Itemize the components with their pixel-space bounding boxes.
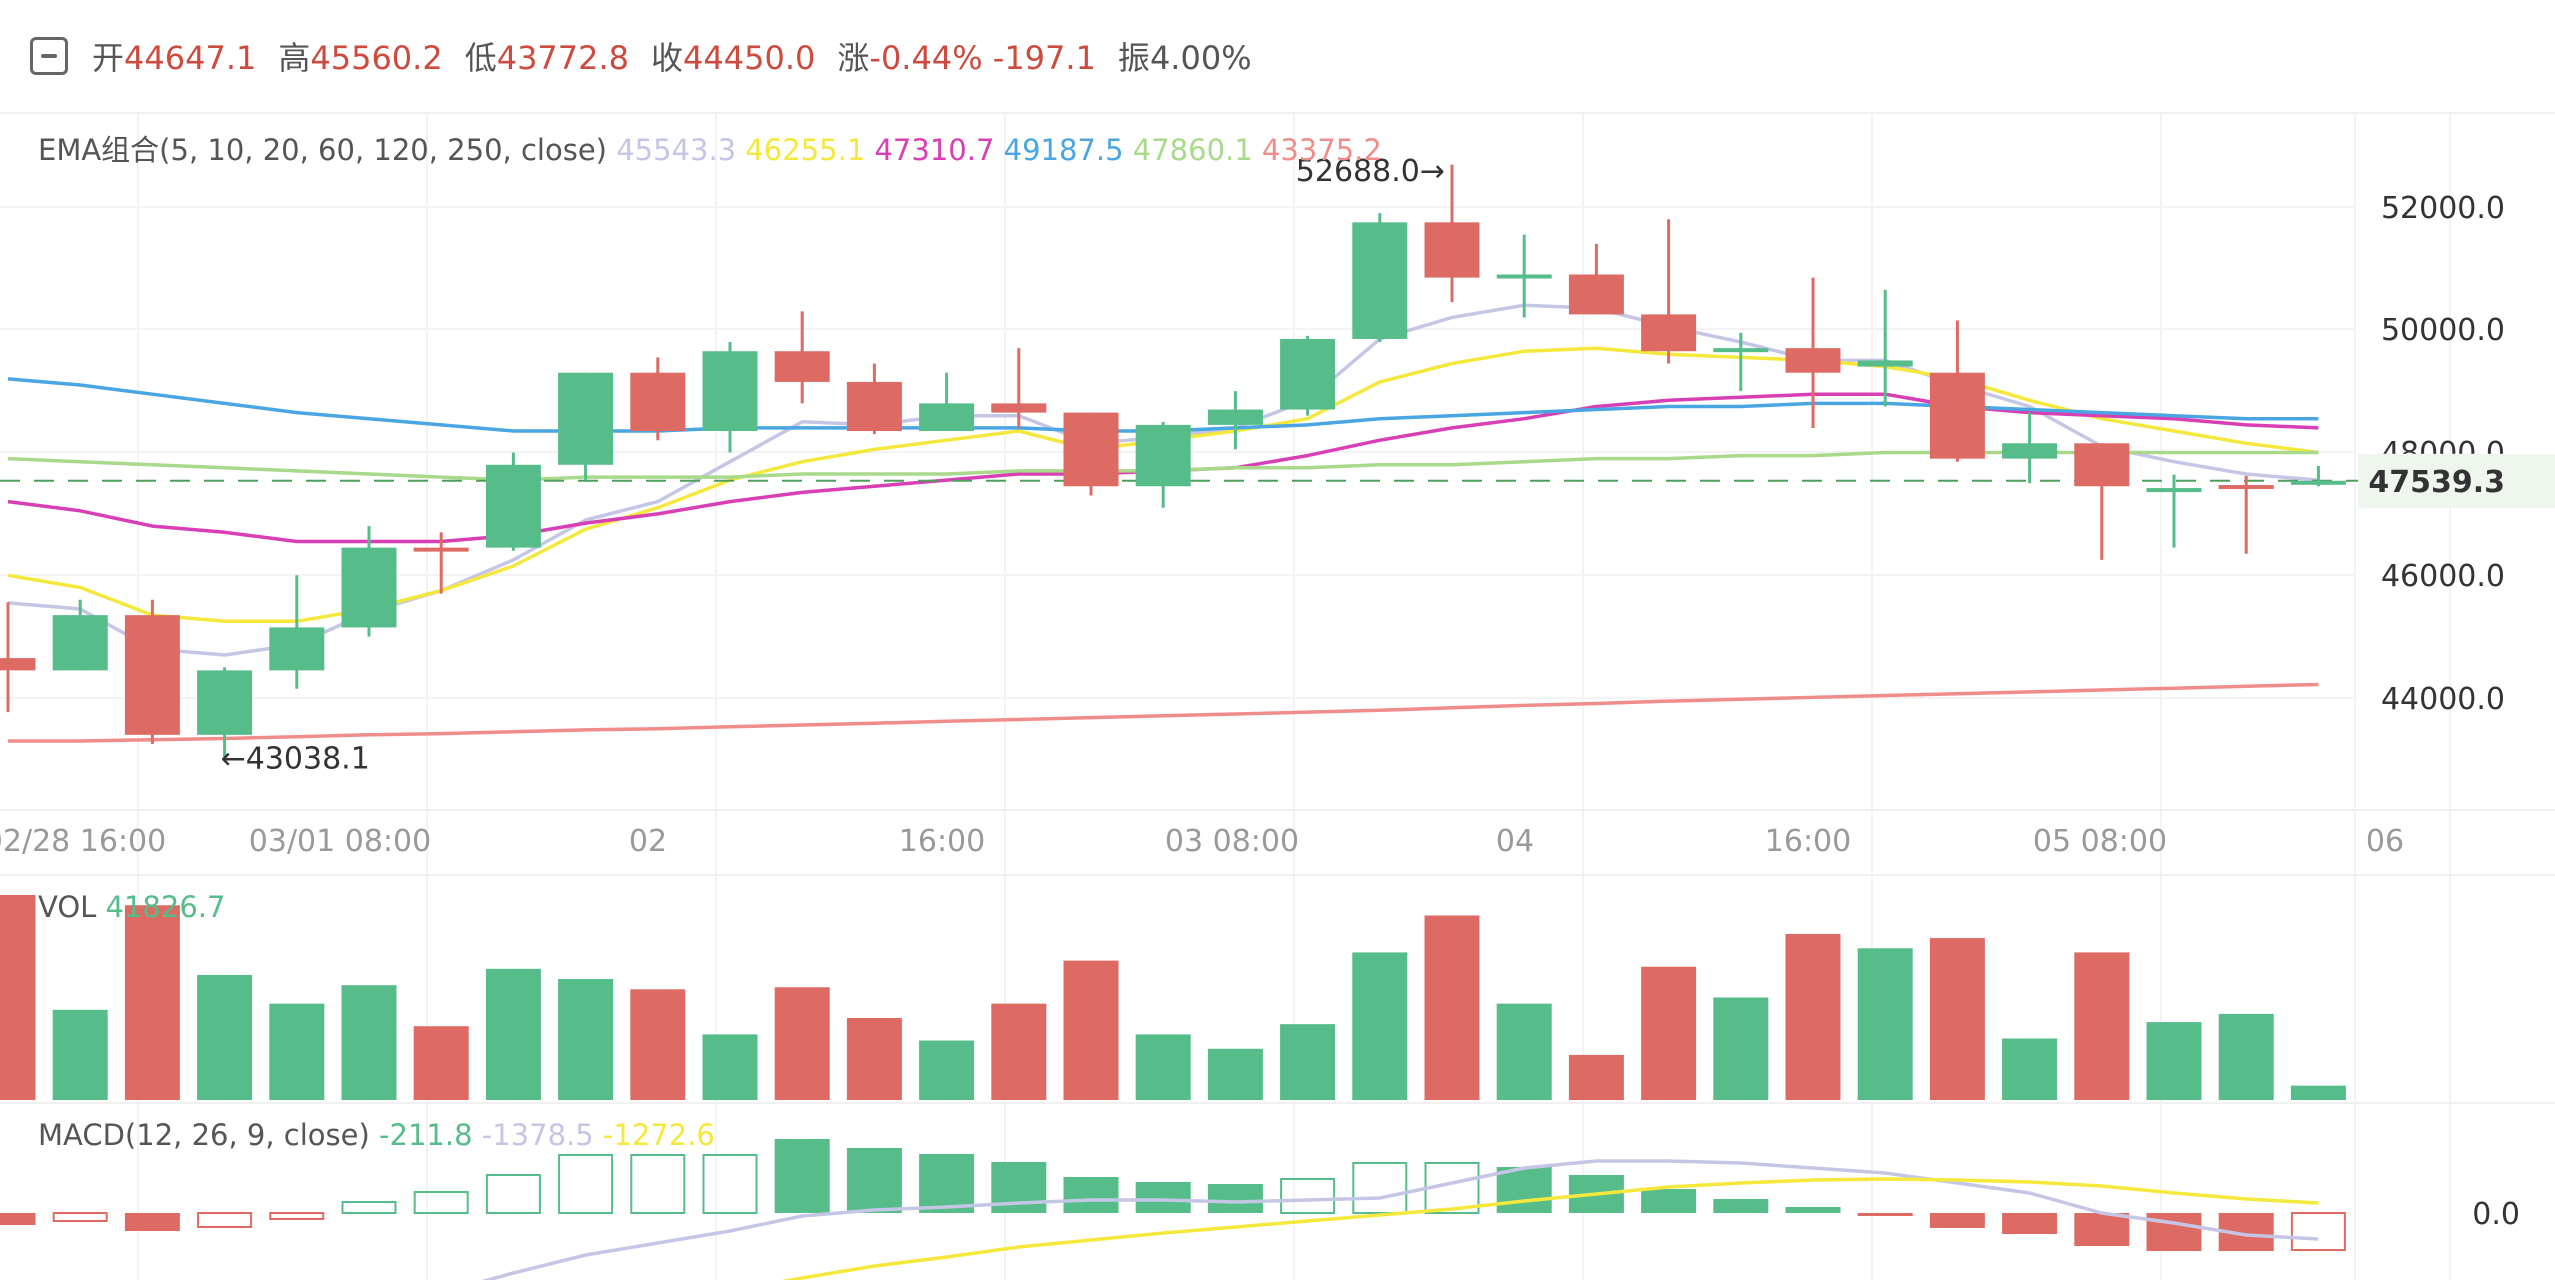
svg-text:04: 04 — [1496, 824, 1534, 859]
stat-amplitude: 振4.00% — [1117, 39, 1252, 77]
svg-text:MACD(12, 26, 9, close) -211.8: MACD(12, 26, 9, close) -211.8 -1378.5 -1… — [38, 1118, 715, 1152]
svg-text:05 08:00: 05 08:00 — [2033, 824, 2167, 859]
svg-text:02/28 16:00: 02/28 16:00 — [0, 824, 166, 859]
svg-text:06: 06 — [2366, 824, 2404, 859]
svg-text:03 08:00: 03 08:00 — [1165, 824, 1299, 859]
stat-open: 开44647.1 — [92, 39, 257, 77]
svg-text:52000.0: 52000.0 — [2381, 191, 2505, 226]
legends: 52688.0→ ←43038.1 EMA组合(5, 10, 20, 60, 120… — [38, 133, 1445, 1152]
stat-close: 收44450.0 — [651, 39, 816, 77]
svg-text:52688.0→: 52688.0→ — [1296, 154, 1445, 189]
grid-lines — [0, 114, 2555, 1280]
candlesticks — [0, 164, 2346, 757]
axes: 52000.050000.048000.046000.044000.047539… — [0, 191, 2555, 1232]
volume-bars — [0, 895, 2346, 1100]
svg-text:EMA组合(5, 10, 20, 60, 120, 250,: EMA组合(5, 10, 20, 60, 120, 250, close) 45… — [38, 133, 1382, 167]
svg-text:46000.0: 46000.0 — [2381, 559, 2505, 594]
svg-text:VOL 41826.7: VOL 41826.7 — [38, 890, 225, 924]
svg-text:0.0: 0.0 — [2472, 1197, 2520, 1232]
svg-text:03/01 08:00: 03/01 08:00 — [249, 824, 431, 859]
svg-text:16:00: 16:00 — [1765, 824, 1851, 859]
ohlc-header: 开44647.1 高45560.2 低43772.8 收44450.0 涨-0.… — [0, 0, 2555, 114]
svg-text:44000.0: 44000.0 — [2381, 682, 2505, 717]
stat-change: 涨-0.44% -197.1 — [837, 39, 1096, 77]
stat-low: 低43772.8 — [464, 39, 630, 77]
stat-high: 高45560.2 — [278, 39, 443, 77]
svg-text:16:00: 16:00 — [899, 824, 985, 859]
svg-text:02: 02 — [629, 824, 667, 859]
svg-text:50000.0: 50000.0 — [2381, 313, 2505, 348]
ema-lines — [0, 303, 2360, 743]
svg-text:←43038.1: ←43038.1 — [221, 742, 370, 777]
svg-text:47539.3: 47539.3 — [2368, 465, 2505, 500]
minus-square-icon[interactable] — [30, 37, 68, 75]
macd-panel — [0, 1139, 2346, 1280]
